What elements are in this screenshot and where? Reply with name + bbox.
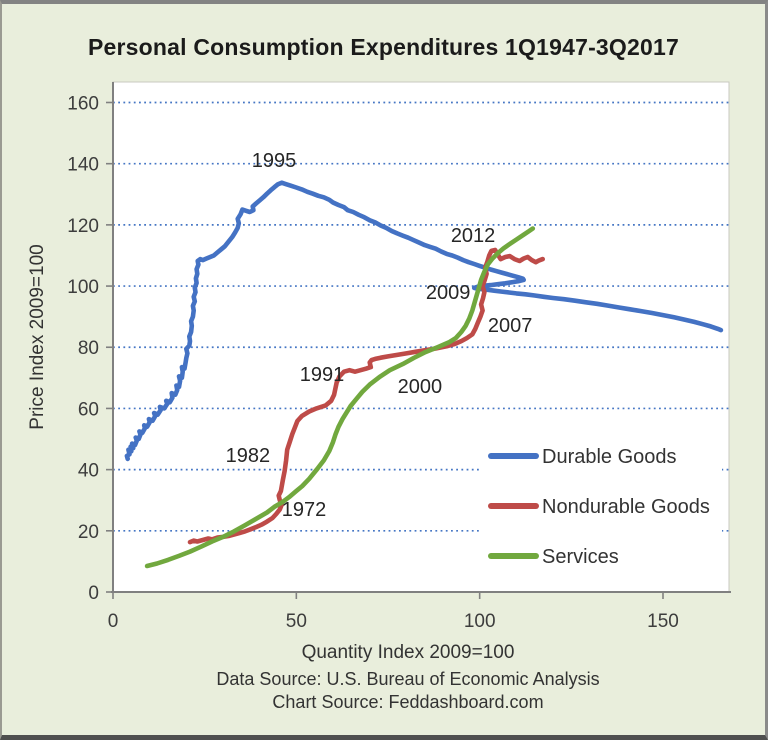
annotation-1991: 1991 xyxy=(300,364,345,386)
legend-label-durable-goods: Durable Goods xyxy=(542,446,677,468)
chart-canvas: 0 20 40 60 80 100 120 140 160 0 50 100 150 Durable G… xyxy=(27,81,731,712)
legend: Durable Goods Nondurable Goods Services xyxy=(479,432,722,576)
annotation-2009: 2009 xyxy=(426,282,471,304)
x-tick-label-0: 0 xyxy=(108,611,119,632)
x-tick-label-50: 50 xyxy=(286,611,307,632)
x-axis-title: Quantity Index 2009=100 xyxy=(302,642,515,663)
x-tick-label-100: 100 xyxy=(464,611,496,632)
data-source-text: Data Source: U.S. Bureau of Economic Ana… xyxy=(216,669,599,689)
y-tick-label-40: 40 xyxy=(78,461,99,482)
tick-labels: 0 20 40 60 80 100 120 140 160 0 50 100 150 xyxy=(67,93,679,632)
y-tick-label-100: 100 xyxy=(67,277,99,298)
y-tick-label-140: 140 xyxy=(67,155,99,176)
annotation-1972: 1972 xyxy=(282,499,327,521)
y-tick-label-60: 60 xyxy=(78,399,99,420)
annotations: 1995 2012 2009 2007 2000 1991 1982 1972 xyxy=(226,150,533,521)
y-tick-label-120: 120 xyxy=(67,216,99,237)
gridlines xyxy=(113,101,729,532)
legend-label-services: Services xyxy=(542,546,619,568)
annotation-2007: 2007 xyxy=(488,315,533,337)
series-lines xyxy=(124,180,724,569)
chart-title: Personal Consumption Expenditures 1Q1947… xyxy=(88,34,679,60)
series-line-services xyxy=(144,226,536,569)
annotation-1982: 1982 xyxy=(226,445,271,467)
x-tick-label-150: 150 xyxy=(647,611,679,632)
y-axis-title: Price Index 2009=100 xyxy=(27,244,48,429)
annotation-2000: 2000 xyxy=(398,376,443,398)
chart-source-text: Chart Source: Feddashboard.com xyxy=(272,692,543,712)
annotation-2012: 2012 xyxy=(451,225,496,247)
y-tick-label-80: 80 xyxy=(78,338,99,359)
axes xyxy=(106,82,731,599)
legend-label-nondurable-goods: Nondurable Goods xyxy=(542,496,710,518)
y-tick-label-0: 0 xyxy=(88,583,99,604)
y-tick-label-20: 20 xyxy=(78,522,99,543)
y-tick-label-160: 160 xyxy=(67,93,99,114)
annotation-1995: 1995 xyxy=(252,150,297,172)
